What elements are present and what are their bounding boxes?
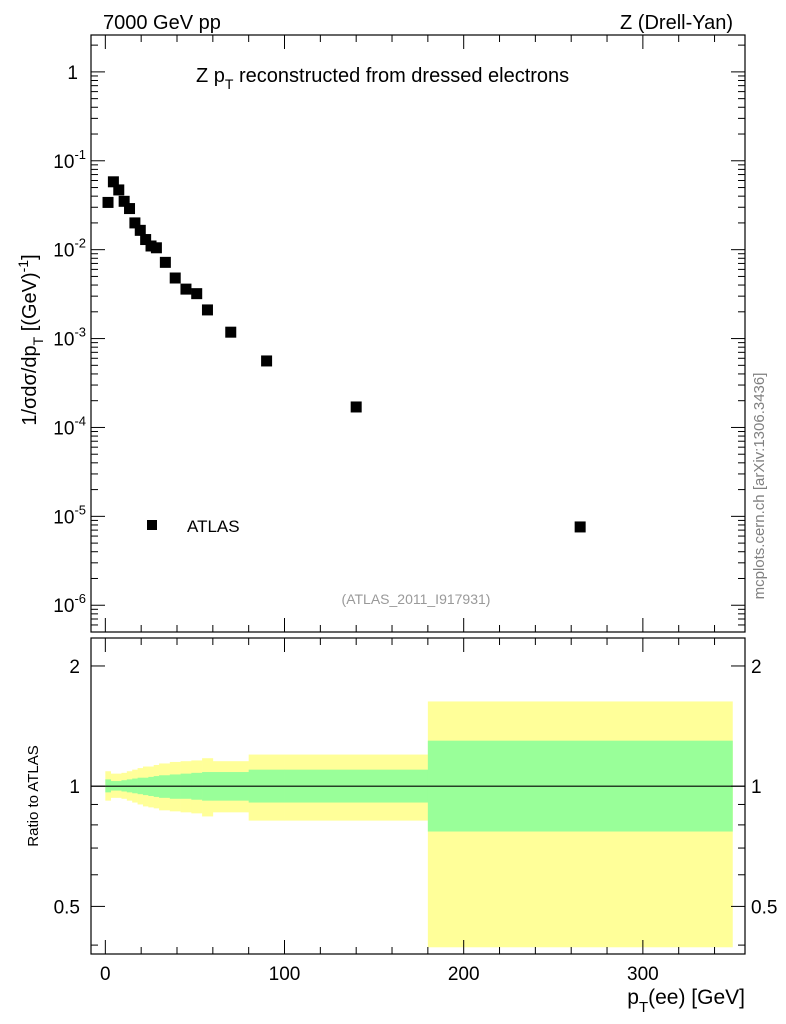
- ratio-y-tick-label-left: 1: [69, 777, 80, 798]
- legend-marker: [147, 520, 157, 530]
- y-tick-label: 10-4: [53, 413, 86, 439]
- y-tick-label: 10-3: [53, 325, 86, 351]
- main-panel-frame: [90, 34, 746, 633]
- y-tick-label: 10-1: [53, 147, 86, 173]
- data-point: [159, 256, 171, 268]
- x-tick-label: 0: [100, 964, 111, 985]
- data-point: [180, 283, 192, 295]
- data-point: [124, 203, 136, 215]
- ratio-y-tick-label-right: 0.5: [751, 897, 777, 918]
- x-tick-label: 100: [269, 964, 301, 985]
- ratio-y-tick-label-right: 2: [751, 657, 762, 678]
- data-point: [201, 304, 213, 316]
- data-point: [107, 176, 119, 188]
- data-point: [129, 217, 141, 229]
- data-points: [102, 176, 586, 533]
- data-point: [150, 242, 162, 254]
- data-point: [191, 288, 203, 300]
- energy-label: 7000 GeV pp: [103, 12, 221, 34]
- ratio-panel-frame: [90, 637, 746, 955]
- watermark: mcplots.cern.ch [arXiv:1306.3436]: [751, 373, 768, 600]
- data-point: [225, 326, 237, 338]
- y-tick-label: 10-2: [53, 236, 86, 262]
- data-point: [350, 401, 362, 413]
- data-point: [118, 195, 130, 207]
- chart-title: Z pT reconstructed from dressed electron…: [196, 65, 569, 92]
- axes: 0 100 200 300 10-6 10-5 10-4 10-3 10-2 10-1 1 0.5 0.…: [53, 35, 777, 985]
- ratio-y-axis-title: Ratio to ATLAS: [25, 745, 42, 846]
- ratio-y-tick-label-left: 0.5: [54, 897, 80, 918]
- ratio-bands: [105, 701, 733, 948]
- y-tick-label: 10-5: [53, 502, 86, 528]
- ratio-y-tick-label-left: 2: [69, 657, 80, 678]
- data-point: [113, 184, 125, 196]
- x-axis-title: pT(ee) [GeV]: [627, 986, 745, 1016]
- data-point: [261, 355, 273, 367]
- y-tick-label: 1: [67, 63, 78, 84]
- data-point: [134, 224, 146, 236]
- ratio-y-tick-label-right: 1: [751, 777, 762, 798]
- data-point: [169, 272, 181, 284]
- y-tick-label: 10-6: [53, 591, 86, 617]
- data-point: [102, 196, 114, 208]
- data-point: [140, 234, 152, 246]
- data-point: [574, 521, 586, 533]
- analysis-tag: (ATLAS_2011_I917931): [342, 591, 491, 607]
- process-label: Z (Drell-Yan): [620, 12, 733, 34]
- y-axis-title: 1/σdσ/dpT [(GeV)-1]: [15, 254, 46, 425]
- legend-label: ATLAS: [187, 517, 240, 536]
- x-tick-label: 200: [448, 964, 480, 985]
- x-tick-label: 300: [627, 964, 659, 985]
